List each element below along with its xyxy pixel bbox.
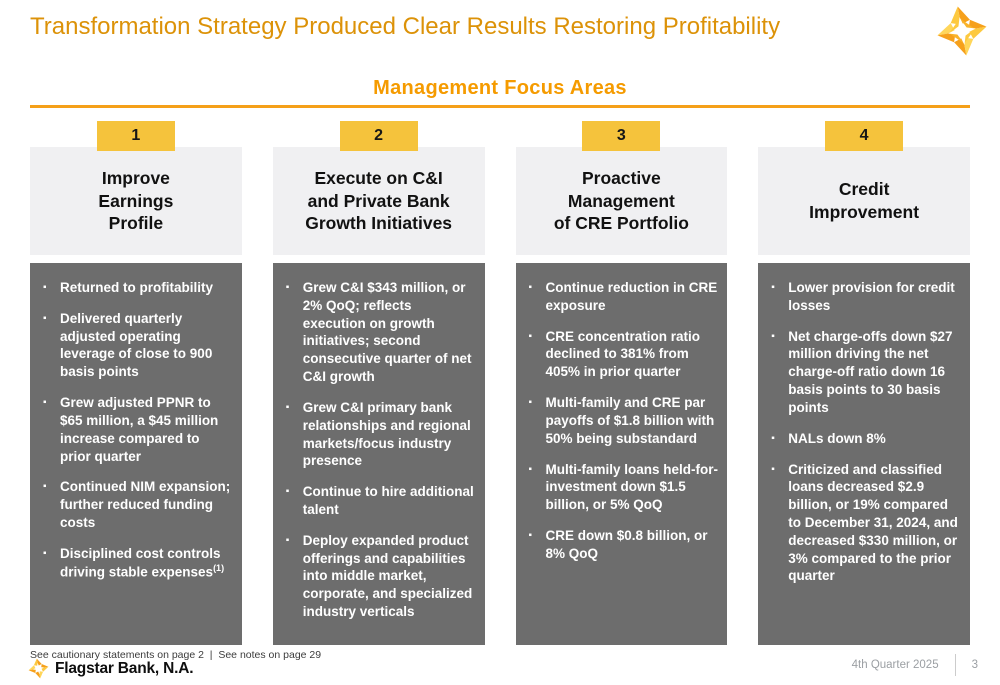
column-title-line: Improvement <box>809 202 920 222</box>
bullet-item: ▪ Continue reduction in CRE exposure <box>529 279 720 315</box>
section-heading: Management Focus Areas <box>373 77 627 99</box>
bullet-marker-icon: ▪ <box>43 481 47 493</box>
bullet-item: ▪ NALs down 8% <box>771 430 962 448</box>
bullet-marker-icon: ▪ <box>285 534 290 546</box>
column-number-badge: 2 <box>339 121 418 151</box>
bullet-marker-icon: ▪ <box>528 330 533 342</box>
column-title-line: Execute on C&I <box>314 167 443 188</box>
bullet-text: Deploy expanded product offerings and ca… <box>302 532 473 619</box>
column-number-badge: 3 <box>582 121 661 151</box>
bullet-marker-icon: ▪ <box>528 463 533 475</box>
bullet-item: ▪ Grew adjusted PPNR to $65 million, a $4… <box>43 394 234 465</box>
bullet-text: Net charge-offs down $27 million driving… <box>788 328 953 415</box>
bullet-marker-icon: ▪ <box>43 547 47 559</box>
bullet-item: ▪ Delivered quarterly adjusted operating … <box>43 310 234 381</box>
column-title: Credit Improvement <box>758 147 970 255</box>
bullet-marker-icon: ▪ <box>771 432 775 444</box>
quarter-label: 4th Quarter 2025 <box>851 659 939 671</box>
bullet-item: ▪ Multi-family and CRE par payoffs of $1.… <box>529 394 720 447</box>
flagstar-star-icon <box>937 6 987 56</box>
bullet-item: ▪ CRE down $0.8 billion, or 8% QoQ <box>529 527 720 563</box>
bullet-item: ▪ Lower provision for credit losses <box>771 279 962 315</box>
focus-column-2: 2 Execute on C&I and Private Bank Growth I… <box>272 121 485 645</box>
bullet-item: ▪ Grew C&I primary bank relationships and… <box>286 399 477 470</box>
bullet-text: Grew C&I primary bank relationships and … <box>302 399 471 469</box>
column-title: Proactive Management of CRE Portfolio <box>515 147 728 255</box>
bullet-text: Grew adjusted PPNR to $65 million, a $45… <box>60 395 219 464</box>
column-title-line: Growth Initiatives <box>305 213 453 234</box>
bullet-marker-icon: ▪ <box>528 529 533 541</box>
column-bullet-panel: ▪ Returned to profitability ▪ Delivered qua… <box>30 263 242 645</box>
column-bullet-panel: ▪ Lower provision for credit losses ▪ Net c… <box>758 263 970 645</box>
bullet-marker-icon: ▪ <box>528 397 533 409</box>
column-number-badge: 4 <box>825 121 904 151</box>
bullet-marker-icon: ▪ <box>43 282 47 293</box>
bullet-item: ▪ Criticized and classified loans decreas… <box>771 461 962 586</box>
column-title: Improve Earnings Profile <box>30 147 242 255</box>
bullet-item: ▪ Disciplined cost controls driving stabl… <box>43 545 234 581</box>
bullet-text: Continued NIM expansion; further reduced… <box>60 479 231 530</box>
column-title-line: Management <box>567 190 675 211</box>
bullet-text: Multi-family and CRE par payoffs of $1.8… <box>545 395 715 446</box>
bullet-marker-icon: ▪ <box>43 312 47 324</box>
column-title-line: Profile <box>108 213 164 234</box>
bullet-item: ▪ Deploy expanded product offerings and c… <box>286 532 477 621</box>
bullet-marker-icon: ▪ <box>285 486 290 498</box>
focus-columns: 1 Improve Earnings Profile ▪ Returned to pr… <box>30 121 970 645</box>
bank-name: Flagstar Bank, N.A. <box>55 659 194 677</box>
divider-rule <box>30 105 970 108</box>
bullet-text: Lower provision for credit losses <box>788 280 955 313</box>
bullet-text: NALs down 8% <box>788 430 886 446</box>
bullet-marker-icon: ▪ <box>771 330 775 342</box>
bullet-text: CRE concentration ratio declined to 381%… <box>545 328 701 380</box>
bullet-marker-icon: ▪ <box>43 397 47 409</box>
column-title-line: Proactive <box>581 167 661 188</box>
page-divider <box>954 654 956 676</box>
bullet-text: Criticized and classified loans decrease… <box>788 461 958 584</box>
bullet-item: ▪ Net charge-offs down $27 million drivin… <box>771 328 962 417</box>
bullet-text: Delivered quarterly adjusted operating l… <box>60 310 213 380</box>
bullet-text: Grew C&I $343 million, or 2% QoQ; reflec… <box>302 280 472 385</box>
focus-column-4: 4 Credit Improvement ▪ Lower provision for… <box>758 121 970 645</box>
bullet-marker-icon: ▪ <box>771 282 775 293</box>
column-title-line: Improve <box>101 167 170 188</box>
column-title: Execute on C&I and Private Bank Growth Ini… <box>272 147 485 255</box>
bullet-text: CRE down $0.8 billion, or 8% QoQ <box>545 527 708 561</box>
bullet-marker-icon: ▪ <box>285 401 290 413</box>
flagstar-star-icon <box>28 658 49 679</box>
bullet-marker-icon: ▪ <box>771 463 775 475</box>
footer-meta: 4th Quarter 2025 3 <box>852 654 978 676</box>
bullet-marker-icon: ▪ <box>528 282 533 293</box>
bullet-item: ▪ Multi-family loans held-for-investment … <box>529 461 720 514</box>
footnote-reference: (1) <box>213 562 225 573</box>
bullet-marker-icon: ▪ <box>285 282 290 293</box>
bullet-item: ▪ Grew C&I $343 million, or 2% QoQ; refle… <box>286 279 477 386</box>
bullet-item: ▪ Continued NIM expansion; further reduce… <box>43 478 234 531</box>
bullet-text: Continue reduction in CRE exposure <box>545 280 718 313</box>
bullet-item: ▪ Continue to hire additional talent <box>286 483 477 519</box>
bullet-text: Continue to hire additional talent <box>302 484 474 517</box>
column-title-line: Credit <box>838 179 890 200</box>
column-title-line: and Private Bank <box>307 190 450 211</box>
page-number: 3 <box>971 659 978 671</box>
column-title-line: Earnings <box>98 190 174 211</box>
column-bullet-panel: ▪ Continue reduction in CRE exposure ▪ CRE … <box>515 263 728 645</box>
slide-title: Transformation Strategy Produced Clear R… <box>30 13 781 40</box>
focus-column-1: 1 Improve Earnings Profile ▪ Returned to pr… <box>30 121 242 645</box>
bullet-text: Multi-family loans held-for-investment d… <box>545 461 719 513</box>
bullet-item: ▪ CRE concentration ratio declined to 381… <box>529 328 720 381</box>
bullet-text: Returned to profitability <box>60 280 213 295</box>
column-bullet-panel: ▪ Grew C&I $343 million, or 2% QoQ; refle… <box>272 263 485 645</box>
bullet-text: Disciplined cost controls driving stable… <box>60 545 225 580</box>
column-number-badge: 1 <box>96 121 175 151</box>
footer-brand: Flagstar Bank, N.A. <box>28 658 194 679</box>
column-title-line: of CRE Portfolio <box>553 213 689 234</box>
bullet-item: ▪ Returned to profitability <box>43 279 234 297</box>
focus-column-3: 3 Proactive Management of CRE Portfolio ▪ C… <box>515 121 728 645</box>
footnote: See cautionary statements on page 2 | Se… <box>30 649 322 661</box>
